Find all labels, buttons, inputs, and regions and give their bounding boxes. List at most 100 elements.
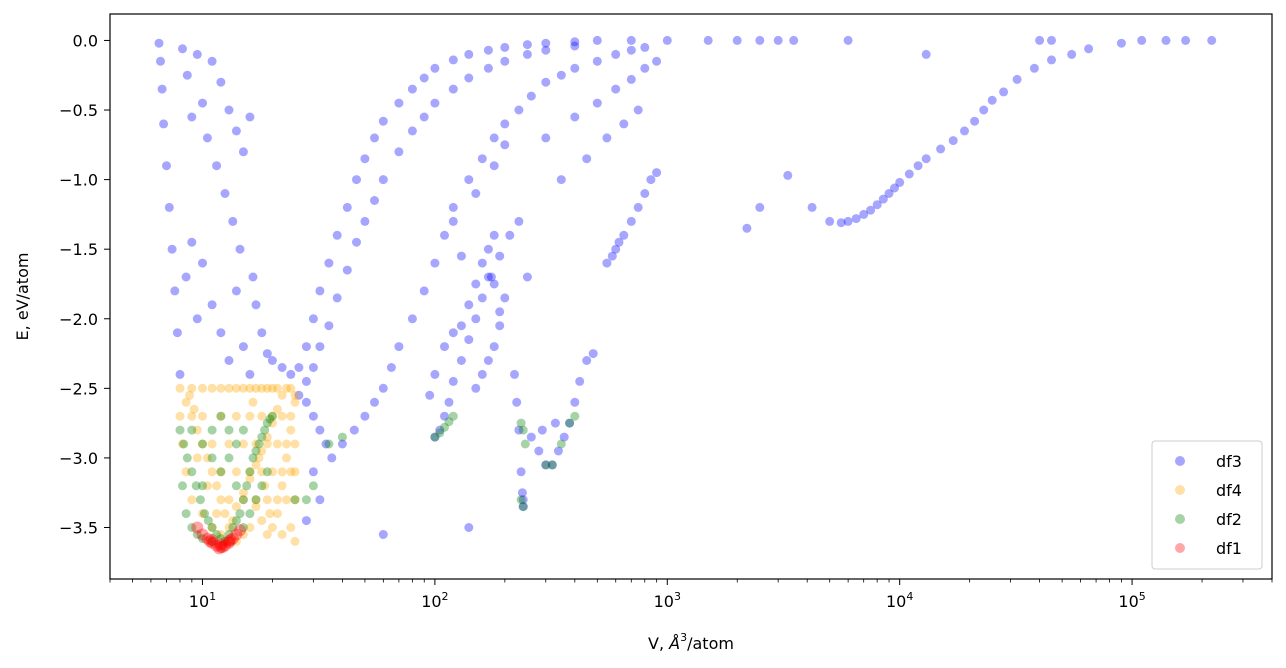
data-point — [202, 481, 212, 491]
data-point — [448, 328, 458, 338]
data-point — [175, 425, 185, 435]
data-point — [370, 196, 379, 205]
data-point — [999, 87, 1009, 97]
data-point — [248, 397, 258, 407]
data-point — [703, 35, 713, 45]
y-tick-label: −2.0 — [59, 310, 98, 329]
data-point — [464, 335, 474, 345]
data-point — [851, 214, 861, 224]
data-point — [435, 425, 445, 435]
data-point — [277, 390, 287, 400]
data-point — [386, 363, 396, 372]
data-point — [204, 535, 217, 548]
data-point — [238, 495, 248, 505]
data-point — [212, 161, 222, 171]
data-point — [337, 432, 347, 442]
data-point — [352, 237, 361, 247]
data-point — [162, 161, 171, 171]
data-point — [1161, 35, 1171, 45]
data-point — [378, 530, 388, 539]
legend-marker — [1175, 514, 1185, 524]
data-point — [619, 119, 629, 129]
data-point — [207, 439, 217, 449]
data-point — [640, 189, 650, 198]
y-tick-label: −1.0 — [59, 171, 98, 190]
data-point — [556, 175, 566, 185]
data-point — [448, 202, 458, 212]
data-point — [187, 467, 197, 477]
legend: df3 df4 df2 df1 — [1151, 440, 1263, 570]
data-point — [477, 258, 487, 268]
data-point — [633, 202, 643, 212]
legend-box — [1151, 440, 1263, 570]
data-point — [477, 154, 487, 164]
data-point — [257, 446, 267, 456]
data-point — [220, 536, 230, 546]
data-point — [483, 45, 493, 55]
data-point — [238, 342, 248, 352]
data-point — [742, 223, 752, 233]
data-point — [207, 425, 217, 435]
data-point — [257, 411, 267, 421]
data-point — [224, 536, 234, 546]
data-point — [245, 523, 255, 532]
data-point — [267, 383, 277, 393]
data-point — [192, 314, 202, 324]
data-point — [187, 523, 197, 532]
data-point — [556, 439, 566, 449]
data-point — [516, 495, 526, 505]
data-point — [286, 369, 296, 379]
x-tick-label: 105 — [1118, 590, 1145, 611]
data-point — [187, 237, 197, 247]
data-point — [1029, 63, 1039, 73]
data-point — [192, 425, 202, 435]
data-point — [360, 154, 370, 164]
y-tick-label: −2.5 — [59, 379, 98, 398]
data-point — [187, 495, 197, 505]
series-df1 — [191, 521, 246, 555]
x-tick-label: 101 — [189, 590, 216, 611]
data-point — [216, 541, 229, 553]
data-point — [277, 411, 287, 421]
data-point — [565, 418, 575, 428]
data-points — [154, 35, 1217, 555]
data-point — [207, 523, 217, 532]
data-point — [198, 258, 207, 268]
data-point — [262, 530, 272, 539]
series-df2 — [175, 411, 580, 546]
data-point — [238, 530, 248, 539]
data-point — [456, 356, 466, 365]
data-point — [570, 112, 580, 122]
data-point — [257, 467, 267, 477]
legend-label: df1 — [1216, 539, 1242, 558]
data-point — [257, 516, 267, 526]
data-point — [224, 523, 234, 532]
data-point — [265, 509, 275, 519]
data-point — [626, 45, 636, 55]
data-point — [267, 467, 277, 477]
data-point — [202, 133, 212, 143]
data-point — [342, 265, 352, 275]
data-point — [435, 428, 445, 438]
data-point — [471, 314, 481, 324]
data-point — [440, 342, 449, 352]
data-point — [522, 49, 532, 59]
data-point — [196, 528, 209, 541]
data-point — [633, 105, 643, 115]
data-point — [301, 342, 311, 352]
data-point — [1012, 74, 1022, 84]
data-point — [315, 342, 325, 352]
data-point — [238, 439, 248, 449]
data-point — [216, 467, 226, 477]
data-point — [175, 369, 185, 379]
data-point — [517, 488, 527, 498]
data-point — [220, 509, 230, 519]
data-point — [224, 439, 234, 449]
data-point — [223, 536, 235, 549]
data-point — [315, 286, 325, 296]
data-point — [257, 383, 267, 393]
data-point — [611, 84, 621, 94]
data-point — [231, 516, 241, 526]
data-point — [430, 369, 440, 379]
